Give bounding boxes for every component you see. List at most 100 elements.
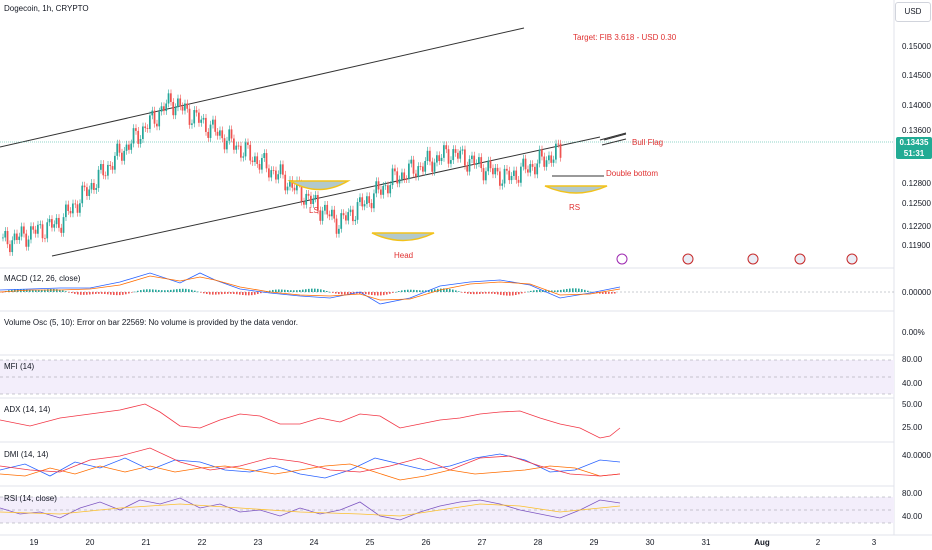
macd-bar	[311, 288, 313, 292]
candle-body	[480, 157, 483, 169]
rsi-ma-line	[0, 503, 621, 517]
macd-bar	[518, 292, 520, 295]
macd-bar	[101, 292, 103, 294]
macd-bar	[245, 292, 247, 296]
macd-bar	[77, 292, 79, 295]
candle-body	[508, 170, 511, 181]
candle-body	[181, 106, 184, 111]
macd-bar	[479, 292, 481, 294]
macd-bar	[14, 289, 16, 292]
macd-bar	[242, 292, 244, 295]
macd-bar	[542, 290, 544, 292]
head-arc[interactable]	[371, 232, 435, 242]
svg-text:22: 22	[198, 538, 207, 547]
candle-body	[359, 197, 361, 203]
macd-bar	[65, 291, 67, 292]
macd-bar	[128, 292, 130, 294]
macd-bar	[476, 292, 478, 295]
candle-body	[391, 168, 394, 186]
macd-bar	[143, 289, 145, 292]
macd-bar	[569, 288, 571, 292]
candle-body	[557, 143, 560, 145]
candle-body	[193, 110, 196, 124]
macd-bar	[413, 289, 415, 292]
candle-body	[114, 155, 116, 170]
candle-body	[338, 228, 340, 234]
candle-body	[545, 160, 548, 167]
candle-body	[282, 164, 284, 175]
macd-bar	[215, 292, 217, 295]
candle-body	[184, 103, 186, 111]
candle-body	[172, 101, 175, 116]
macd-bar	[410, 289, 412, 292]
candle-body	[293, 187, 296, 191]
candle-body	[517, 179, 520, 183]
macd-bar	[443, 288, 445, 292]
svg-text:2: 2	[816, 538, 821, 547]
dmi-minus-line	[0, 463, 621, 481]
macd-bar	[29, 289, 31, 292]
macd-bar	[431, 289, 433, 292]
rs-arc[interactable]	[544, 185, 608, 194]
candle-body	[340, 213, 343, 229]
macd-bar	[107, 292, 109, 295]
macd-bar	[71, 292, 73, 294]
bull-flag-lines[interactable]	[599, 132, 627, 141]
candle-body	[37, 224, 39, 234]
macd-bar	[536, 290, 538, 292]
candle-body	[531, 164, 534, 167]
price-tick: 0.12800	[902, 179, 931, 188]
macd-bar	[404, 289, 406, 292]
candle-body	[226, 140, 228, 150]
macd-bar	[323, 290, 325, 292]
macd-bar	[398, 291, 400, 292]
macd-bar	[32, 290, 34, 292]
macd-bar	[572, 288, 574, 292]
candle-body	[464, 149, 466, 166]
chart-title: Dogecoin, 1h, CRYPTO	[4, 4, 89, 13]
candle-body	[233, 138, 235, 150]
candle-body	[235, 145, 238, 150]
adx-label: ADX (14, 14)	[4, 405, 51, 414]
channel-lower-line[interactable]	[51, 136, 601, 257]
svg-text:20: 20	[86, 538, 95, 547]
candle-body	[513, 170, 515, 176]
candle-body	[303, 201, 305, 205]
macd-bar	[179, 288, 181, 292]
macd-bar	[485, 292, 487, 294]
candle-body	[202, 117, 205, 120]
candle-body	[389, 185, 392, 194]
candle-body	[417, 166, 420, 177]
candle-body	[415, 173, 417, 177]
macd-bar	[89, 292, 91, 295]
candle-body	[9, 244, 11, 253]
candle-body	[499, 171, 501, 186]
candle-body	[160, 106, 163, 112]
macd-bar	[41, 289, 43, 292]
candle-body	[151, 110, 154, 116]
candle-body	[445, 145, 448, 150]
candle-body	[548, 155, 550, 161]
candle-body	[424, 161, 427, 172]
ls-arc[interactable]	[287, 180, 351, 191]
candle-body	[27, 239, 30, 247]
candle-body	[550, 155, 553, 163]
candle-body	[53, 224, 56, 228]
channel-upper-line[interactable]	[0, 27, 525, 148]
macd-bar	[530, 290, 532, 292]
candle-body	[205, 117, 207, 132]
event-icons[interactable]	[616, 253, 858, 265]
macd-bar	[503, 292, 505, 296]
macd-bar	[578, 288, 580, 292]
macd-bar	[80, 292, 82, 295]
currency-button[interactable]: USD	[895, 2, 931, 22]
rsi-tick: 40.00	[902, 512, 923, 521]
candle-body	[363, 204, 366, 207]
candle-body	[440, 157, 443, 162]
candle-body	[345, 215, 347, 221]
candle-body	[86, 187, 88, 196]
macd-bar	[173, 289, 175, 292]
macd-bar	[257, 292, 259, 295]
volume-osc-label: Volume Osc (5, 10): Error on bar 22569: …	[4, 318, 298, 327]
